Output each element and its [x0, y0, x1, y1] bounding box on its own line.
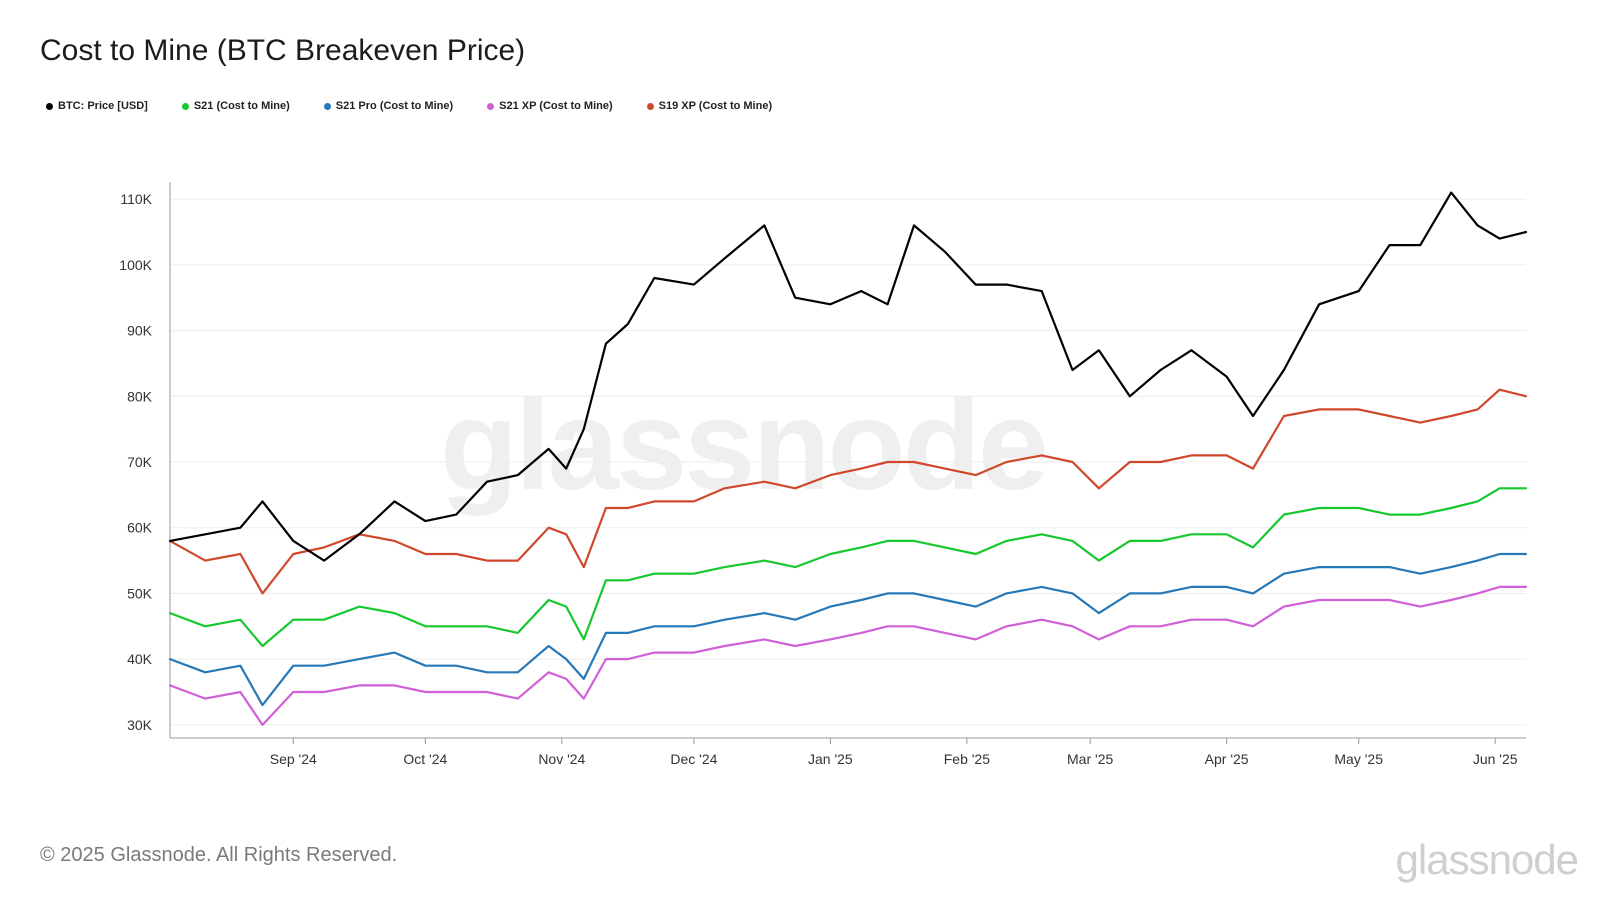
x-tick-label: Apr '25 [1205, 751, 1249, 767]
y-tick-label: 60K [127, 520, 153, 536]
y-tick-label: 80K [127, 388, 153, 404]
legend-item-s21[interactable]: S21 (Cost to Mine) [181, 100, 290, 112]
series-line-btc-price-usd [168, 191, 1528, 562]
series-line-s19-xp-cost-to-mine [168, 388, 1528, 595]
legend-swatch [323, 102, 331, 110]
y-tick-label: 110K [120, 191, 152, 207]
legend-label: S19 XP (Cost to Mine) [658, 100, 773, 112]
series-line-s21-xp-cost-to-mine [168, 585, 1528, 727]
legend-label: S21 XP (Cost to Mine) [499, 100, 613, 112]
legend-swatch [181, 102, 189, 110]
y-tick-label: 70K [127, 454, 153, 470]
legend-item-btc-price[interactable]: BTC: Price [USD] [46, 100, 148, 112]
x-tick-label: May '25 [1334, 751, 1383, 767]
legend-label: S21 (Cost to Mine) [193, 100, 290, 112]
x-tick-label: Oct '24 [403, 751, 447, 767]
x-tick-label: Nov '24 [538, 751, 585, 767]
y-tick-label: 50K [127, 585, 153, 601]
chart-legend: BTC: Price [USD] S21 (Cost to Mine) S21 … [46, 100, 772, 112]
x-tick-label: Sep '24 [270, 751, 317, 767]
x-tick-label: Jan '25 [808, 751, 853, 767]
legend-swatch [646, 102, 654, 110]
legend-label: S21 Pro (Cost to Mine) [335, 100, 454, 112]
y-tick-label: 40K [127, 651, 153, 667]
y-tick-label: 100K [119, 257, 152, 273]
y-tick-label: 90K [127, 323, 153, 339]
series-line-s21-pro-cost-to-mine [168, 552, 1528, 707]
page-title: Cost to Mine (BTC Breakeven Price) [40, 34, 526, 67]
y-tick-label: 30K [127, 717, 153, 733]
brand-logo: glassnode [1395, 836, 1579, 883]
x-tick-label: Dec '24 [670, 751, 717, 767]
legend-item-s19-xp[interactable]: S19 XP (Cost to Mine) [646, 100, 773, 112]
legend-swatch [487, 102, 495, 110]
x-tick-label: Feb '25 [944, 751, 990, 767]
legend-item-s21-xp[interactable]: S21 XP (Cost to Mine) [487, 100, 613, 112]
series-line-s21-cost-to-mine [168, 487, 1528, 648]
x-tick-label: Mar '25 [1067, 751, 1113, 767]
legend-item-s21-pro[interactable]: S21 Pro (Cost to Mine) [323, 100, 454, 112]
legend-swatch [46, 102, 53, 110]
x-tick-label: Jun '25 [1473, 751, 1518, 767]
copyright-text: © 2025 Glassnode. All Rights Reserved. [40, 844, 398, 866]
legend-label: BTC: Price [USD] [58, 100, 148, 112]
